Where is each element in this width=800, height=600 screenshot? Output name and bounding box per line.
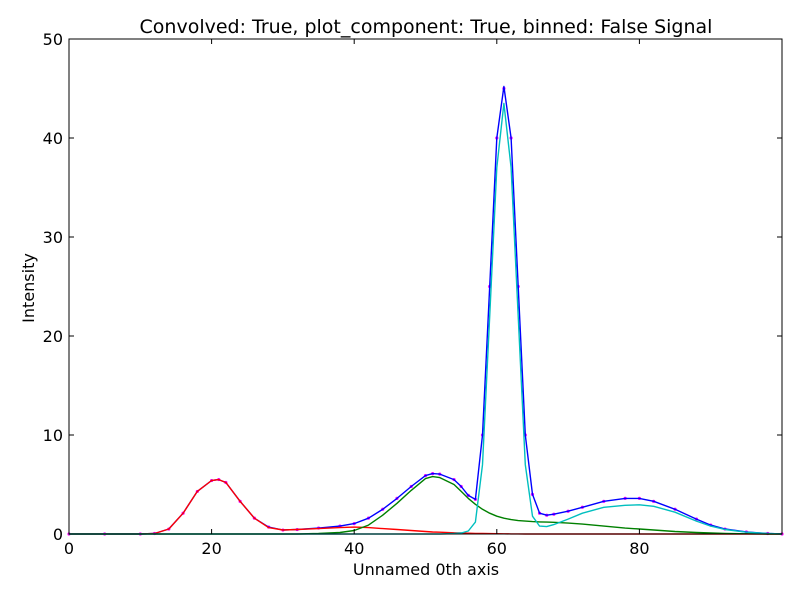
y-tick-label: 20 bbox=[43, 327, 63, 346]
x-axis-label: Unnamed 0th axis bbox=[353, 560, 499, 579]
plot-background bbox=[69, 39, 782, 534]
x-tick-label: 60 bbox=[487, 539, 507, 558]
y-tick-label: 30 bbox=[43, 228, 63, 247]
y-axis-label: Intensity bbox=[19, 253, 38, 323]
ticks-layer: 0 20 40 60 80 0 10 20 30 40 50 bbox=[43, 30, 782, 558]
y-tick-label: 40 bbox=[43, 129, 63, 148]
y-tick-label: 50 bbox=[43, 30, 63, 49]
plot-frame bbox=[68, 38, 783, 535]
x-tick-label: 0 bbox=[64, 539, 74, 558]
chart-title: Convolved: True, plot_component: True, b… bbox=[140, 16, 713, 38]
y-tick-label: 0 bbox=[53, 525, 63, 544]
x-tick-label: 20 bbox=[201, 539, 221, 558]
x-tick-label: 40 bbox=[344, 539, 364, 558]
y-tick-label: 10 bbox=[43, 426, 63, 445]
x-tick-label: 80 bbox=[629, 539, 649, 558]
plot-area: 0 20 40 60 80 0 10 20 30 40 50 bbox=[43, 30, 784, 558]
